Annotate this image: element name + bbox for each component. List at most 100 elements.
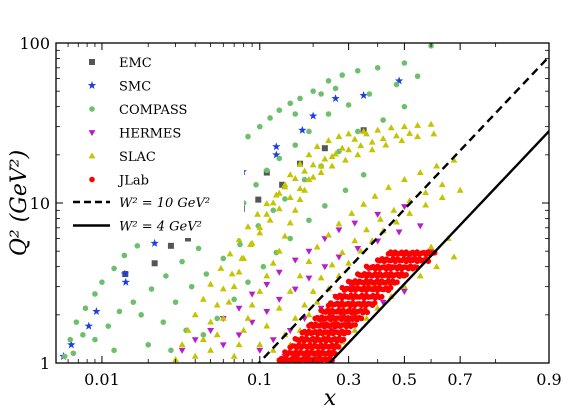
- point-jlab: [378, 293, 385, 300]
- point-hermes: [256, 347, 264, 354]
- point-slac: [363, 314, 370, 321]
- point-slac: [272, 191, 280, 198]
- point-hermes: [351, 220, 359, 227]
- point-slac: [191, 352, 199, 359]
- point-hermes: [235, 332, 243, 339]
- point-compass: [292, 142, 299, 148]
- point-compass: [263, 167, 270, 174]
- point-slac: [296, 185, 304, 192]
- point-slac: [213, 301, 221, 308]
- point-smc: [298, 125, 307, 134]
- point-compass: [200, 332, 207, 338]
- point-smc: [120, 269, 130, 278]
- point-compass: [270, 207, 277, 214]
- legend-item-smc: SMC: [87, 80, 151, 95]
- point-slac: [345, 146, 353, 153]
- point-compass: [73, 319, 80, 325]
- point-slac: [263, 200, 271, 207]
- point-slac: [228, 270, 236, 277]
- point-slac: [296, 272, 304, 279]
- point-slac: [345, 130, 353, 137]
- legend-label: W² = 10 GeV²: [119, 196, 210, 211]
- point-compass: [231, 296, 237, 303]
- point-slac: [281, 232, 289, 239]
- point-compass: [360, 172, 367, 178]
- x-tick-label: 0.1: [247, 370, 272, 389]
- point-slac: [286, 287, 294, 294]
- point-jlab: [403, 272, 409, 278]
- point-hermes: [395, 229, 403, 236]
- point-compass: [301, 176, 308, 183]
- legend: EMC SMC COMPASS HERMES SLAC JLab W² = 10 GeV² W…: [73, 56, 210, 235]
- point-slac: [321, 155, 329, 162]
- point-slac: [406, 129, 414, 136]
- point-compass: [61, 353, 68, 360]
- point-hermes: [248, 291, 256, 298]
- point-compass: [276, 155, 283, 162]
- point-slac: [450, 156, 458, 163]
- point-slac: [309, 161, 317, 168]
- point-slac: [450, 253, 458, 260]
- point-slac: [348, 209, 356, 216]
- point-hermes: [400, 289, 408, 296]
- point-slac: [191, 311, 199, 318]
- point-compass: [342, 187, 349, 194]
- point-slac: [400, 283, 408, 290]
- point-compass: [260, 263, 267, 270]
- point-jlab: [394, 279, 400, 285]
- point-slac: [438, 181, 446, 188]
- point-hermes: [379, 299, 387, 306]
- point-slac: [199, 336, 207, 343]
- point-smc: [67, 340, 76, 349]
- point-compass: [134, 243, 141, 249]
- legend-marker-compass: [89, 106, 95, 112]
- series-jlab: [276, 249, 438, 363]
- point-compass: [67, 336, 74, 343]
- point-hermes: [178, 347, 186, 354]
- point-hermes: [275, 269, 283, 276]
- point-compass: [116, 308, 123, 315]
- point-slac: [301, 186, 308, 193]
- point-slac: [256, 229, 264, 236]
- legend-background: [64, 50, 244, 238]
- point-slac: [301, 301, 308, 308]
- point-compass: [374, 64, 381, 71]
- point-emc: [167, 242, 174, 249]
- point-smc: [150, 238, 159, 247]
- legend-item-jlab: JLab: [89, 174, 149, 189]
- point-hermes: [335, 254, 343, 261]
- point-slac: [301, 167, 308, 174]
- point-compass: [332, 85, 339, 92]
- point-compass: [160, 319, 167, 325]
- point-slac: [305, 176, 313, 183]
- point-slac: [385, 183, 392, 190]
- point-slac: [345, 259, 353, 266]
- legend-marker-slac: [88, 152, 96, 159]
- point-slac: [382, 141, 390, 148]
- point-compass: [354, 128, 361, 135]
- point-hermes: [374, 211, 382, 218]
- point-hermes: [248, 319, 256, 326]
- point-compass: [138, 312, 144, 318]
- legend-label: W² = 4 GeV²: [119, 220, 202, 235]
- point-jlab: [358, 315, 365, 322]
- point-slac: [225, 298, 233, 305]
- point-slac: [305, 258, 313, 265]
- point-compass: [203, 271, 210, 277]
- point-smc: [92, 307, 101, 315]
- point-slac: [240, 326, 248, 333]
- point-slac: [368, 146, 376, 153]
- point-smc: [121, 277, 130, 286]
- legend-marker-smc: [87, 81, 97, 90]
- point-slac: [335, 220, 343, 227]
- point-slac: [351, 237, 359, 244]
- point-slac: [286, 219, 294, 226]
- y-axis-label: Q² (GeV²): [7, 150, 32, 256]
- point-slac: [291, 314, 299, 321]
- x-axis-label: x: [324, 386, 337, 411]
- point-compass: [322, 203, 328, 209]
- point-slac: [207, 346, 214, 353]
- point-compass: [325, 78, 332, 84]
- point-compass: [163, 273, 169, 279]
- point-slac: [230, 352, 238, 359]
